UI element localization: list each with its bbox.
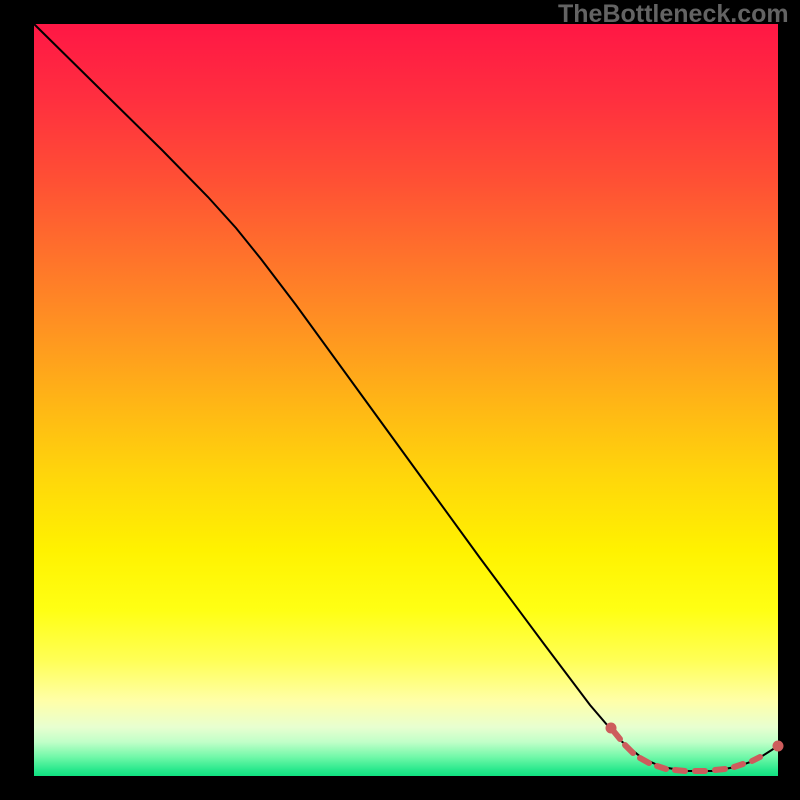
chart-svg	[0, 0, 800, 800]
endpoint-dot	[773, 741, 784, 752]
dash-segment	[715, 769, 725, 770]
watermark-text: TheBottleneck.com	[558, 0, 789, 29]
dash-segment	[657, 766, 666, 769]
endpoint-dot	[606, 723, 617, 734]
plot-background	[34, 24, 778, 776]
dash-segment	[734, 764, 743, 767]
dash-segment	[675, 770, 685, 771]
dash-segment	[752, 757, 760, 761]
